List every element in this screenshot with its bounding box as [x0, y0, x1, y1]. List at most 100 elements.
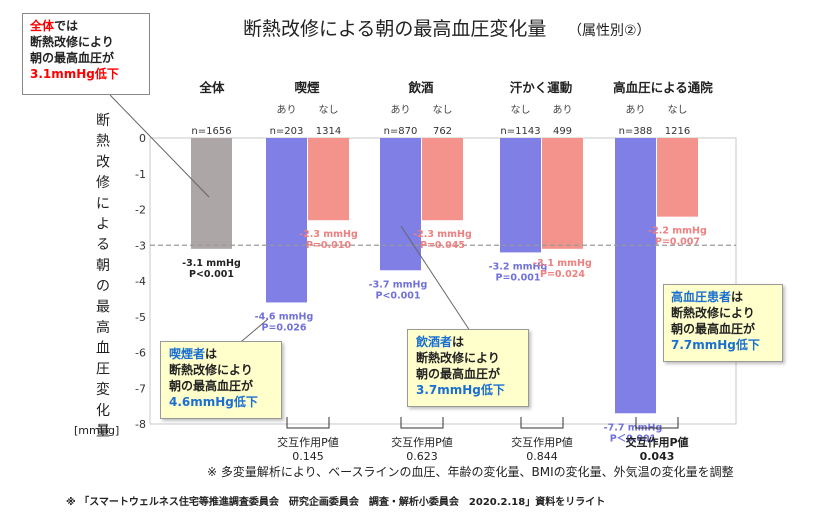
callout-smoker-result: 4.6mmHg低下	[169, 395, 258, 409]
callout-hypertensive: 高血圧患者は 断熱改修により 朝の最高血圧が 7.7mmHg低下	[663, 284, 783, 362]
callout-hypertensive-line3: 朝の最高血圧が	[671, 322, 756, 336]
callout-drinker-suffix: は	[452, 335, 465, 349]
y-tick-label: -3	[135, 239, 146, 252]
n-label: n=870	[384, 126, 418, 137]
callout-smoker-line2: 断熱改修により	[169, 363, 253, 377]
interaction-label: 交互作用P値	[511, 435, 573, 449]
subgroup-label: なし	[319, 104, 339, 116]
bar	[191, 138, 232, 249]
callout-drinker-subject: 飲酒者	[416, 335, 453, 349]
bar	[422, 138, 463, 221]
subgroup-label: あり	[277, 104, 297, 116]
subgroup-label: あり	[391, 104, 411, 116]
subgroup-label: あり	[553, 104, 573, 116]
subgroup-label: なし	[668, 104, 688, 116]
callout-overall-result: 3.1mmHg低下	[30, 67, 119, 81]
footnote: ※ 多変量解析により、ベースラインの血圧、年齢の変化量、BMIの変化量、外気温の…	[207, 464, 734, 479]
bar	[266, 138, 307, 303]
data-label: -3.1 mmHg	[182, 258, 241, 269]
subgroup-label: なし	[511, 104, 531, 116]
data-label: -3.1 mmHg	[533, 258, 592, 269]
interaction-bracket	[520, 417, 564, 429]
y-tick-label: -4	[135, 275, 146, 288]
callout-drinker: 飲酒者は 断熱改修により 朝の最高血圧が 3.7mmHg低下	[407, 329, 529, 407]
p-value-label: P＜0.001	[610, 433, 657, 444]
callout-overall-suffix: では	[54, 19, 79, 33]
interaction-label: 交互作用P値	[277, 435, 339, 449]
group-label: 高血圧による通院	[613, 80, 713, 95]
callout-drinker-result: 3.7mmHg低下	[416, 383, 505, 397]
y-tick-label: -1	[135, 168, 146, 181]
p-value-label: P=0.026	[262, 322, 307, 333]
interaction-label: 交互作用P値	[391, 435, 453, 449]
data-label: -7.7 mmHg	[604, 422, 663, 433]
interaction-label: 交互作用P値	[625, 435, 688, 449]
bar	[657, 138, 698, 217]
interaction-p-value: 0.145	[292, 450, 324, 463]
callout-drinker-line3: 朝の最高血圧が	[416, 367, 501, 381]
p-value-label: P<0.001	[376, 290, 421, 301]
group-label: 喫煙	[294, 80, 320, 95]
n-label: 1314	[316, 126, 341, 137]
n-label: n=388	[619, 126, 653, 137]
p-value-label: P=0.045	[420, 240, 465, 251]
n-label: 762	[433, 126, 452, 137]
bar	[308, 138, 349, 221]
group-label: 全体	[198, 80, 225, 95]
callout-overall-subject: 全体	[30, 19, 55, 33]
callout-drinker-line2: 断熱改修により	[416, 351, 500, 365]
p-value-label: P=0.010	[306, 240, 351, 251]
y-tick-label: -7	[135, 382, 146, 395]
bar	[380, 138, 421, 271]
callout-smoker-subject: 喫煙者	[169, 347, 206, 361]
n-label: n=1143	[500, 126, 540, 137]
data-label: -3.7 mmHg	[369, 279, 428, 290]
bar	[542, 138, 583, 249]
interaction-bracket	[400, 417, 444, 429]
p-value-label: P=0.001	[496, 272, 541, 283]
callout-smoker: 喫煙者は 断熱改修により 朝の最高血圧が 4.6mmHg低下	[160, 341, 282, 419]
y-tick-label: -8	[135, 418, 146, 431]
p-value-label: P=0.024	[540, 269, 585, 280]
n-label: n=1656	[191, 126, 231, 137]
callout-hypertensive-result: 7.7mmHg低下	[671, 338, 760, 352]
callout-leader-line	[109, 94, 210, 198]
subgroup-label: なし	[433, 104, 453, 116]
chart-title: 断熱改修による朝の最高血圧変化量	[243, 18, 546, 40]
y-axis-title: 断熱改修による朝の最高血圧変化量	[96, 113, 110, 440]
y-tick-label: -6	[135, 347, 146, 360]
callout-overall: 全体では 断熱改修により 朝の最高血圧が 3.1mmHg低下	[22, 13, 150, 95]
y-tick-label: 0	[139, 132, 146, 145]
callout-hypertensive-line2: 断熱改修により	[671, 306, 755, 320]
callout-leader-line	[400, 225, 471, 332]
y-tick-label: -5	[135, 311, 146, 324]
callout-smoker-line3: 朝の最高血圧が	[169, 379, 254, 393]
interaction-bracket	[635, 417, 679, 429]
p-value-label: P=0.007	[655, 237, 700, 248]
y-unit-label: [mmHg]	[74, 424, 119, 437]
callout-overall-line3: 朝の最高血圧が	[30, 51, 115, 65]
interaction-bracket	[286, 417, 330, 429]
bar	[500, 138, 541, 253]
y-tick-label: -2	[135, 204, 146, 217]
n-label: 1216	[665, 126, 690, 137]
group-label: 飲酒	[407, 80, 434, 95]
data-label: -2.3 mmHg	[299, 229, 358, 240]
callout-smoker-suffix: は	[205, 347, 218, 361]
source-note: ※ 「スマートウェルネス住宅等推進調査委員会 研究企画委員会 調査・解析小委員会…	[66, 495, 605, 508]
callout-overall-line2: 断熱改修により	[30, 35, 114, 49]
callout-hypertensive-subject: 高血圧患者	[671, 290, 732, 304]
interaction-p-value: 0.844	[526, 450, 558, 463]
interaction-p-value: 0.043	[640, 450, 675, 463]
data-label: -4.6 mmHg	[255, 311, 314, 322]
interaction-p-value: 0.623	[406, 450, 438, 463]
group-label: 汗かく運動	[510, 80, 573, 95]
subgroup-label: あり	[626, 104, 646, 116]
data-label: -2.2 mmHg	[648, 226, 707, 237]
n-label: 499	[553, 126, 572, 137]
data-label: -2.3 mmHg	[413, 229, 472, 240]
bar	[615, 138, 656, 414]
p-value-label: P<0.001	[189, 269, 234, 280]
